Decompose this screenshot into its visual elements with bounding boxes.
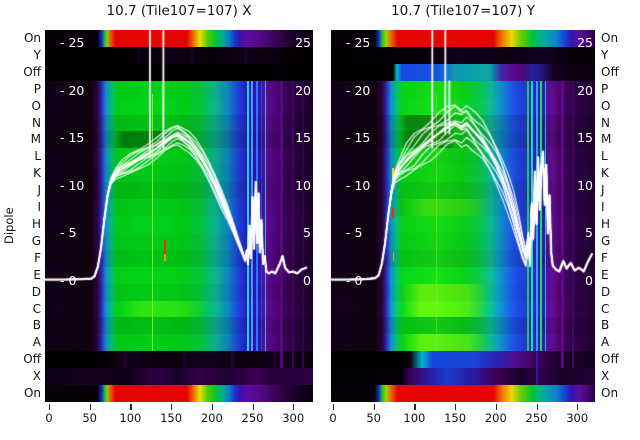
dipole-label-right-21: On	[601, 386, 619, 401]
x-tick-label: 300	[282, 411, 305, 425]
x-tick-label: 250	[525, 411, 548, 425]
x-tick-label: 0	[329, 411, 337, 425]
chart-title-x: 10.7 (Tile107=107) X	[106, 3, 252, 19]
dipole-label-right-3: P	[601, 81, 609, 96]
dipole-label-left-5: N	[32, 115, 41, 130]
x-tick	[333, 404, 335, 410]
dipole-label-right-8: K	[601, 166, 609, 181]
x-tick	[252, 404, 254, 410]
dipole-label-left-10: I	[37, 200, 41, 215]
x-tick	[293, 404, 295, 410]
dipole-label-left-9: J	[37, 183, 41, 198]
x-tick-label: 50	[366, 411, 381, 425]
dipole-label-right-13: F	[601, 250, 608, 265]
dipole-label-left-15: D	[31, 284, 41, 299]
dipole-label-left-8: K	[33, 166, 41, 181]
dipole-label-left-20: X	[32, 369, 41, 384]
profile-curve-canvas-y	[331, 30, 595, 402]
dipole-label-left-7: L	[34, 149, 41, 164]
dipole-label-right-20: X	[601, 369, 610, 384]
dipole-label-left-19: Off	[23, 352, 41, 367]
dipole-label-right-6: M	[601, 132, 612, 147]
x-tick	[373, 404, 375, 410]
profile-curve-canvas-x	[45, 30, 313, 402]
dipole-label-right-5: N	[601, 115, 610, 130]
dipole-label-right-18: A	[601, 335, 610, 350]
chart-title-y: 10.7 (Tile107=107) Y	[391, 3, 535, 19]
dipole-label-right-15: D	[601, 284, 611, 299]
dipole-label-right-10: I	[601, 200, 605, 215]
dipole-label-right-4: O	[601, 98, 611, 113]
dipole-label-right-1: Y	[601, 47, 609, 62]
dipole-label-right-12: G	[601, 233, 611, 248]
dipole-label-right-7: L	[601, 149, 608, 164]
heatmap-panel-y: - 2525- 2020- 1515- 1010- 55- 00	[331, 30, 595, 402]
x-tick-label: 100	[403, 411, 426, 425]
x-tick-label: 50	[82, 411, 97, 425]
x-tick-label: 300	[566, 411, 589, 425]
dipole-label-left-3: P	[33, 81, 41, 96]
dipole-label-left-11: H	[31, 216, 41, 231]
x-tick	[171, 404, 173, 410]
x-tick-label: 150	[160, 411, 183, 425]
dipole-label-right-2: Off	[601, 64, 619, 79]
dipole-label-left-12: G	[31, 233, 41, 248]
x-tick	[49, 404, 51, 410]
dipole-label-left-16: C	[32, 301, 41, 316]
x-tick	[455, 404, 457, 410]
dipole-label-left-21: On	[23, 386, 41, 401]
x-tick	[211, 404, 213, 410]
dipole-label-right-16: C	[601, 301, 610, 316]
dipole-label-right-9: J	[601, 183, 605, 198]
x-tick	[536, 404, 538, 410]
dipole-label-left-18: A	[32, 335, 41, 350]
x-tick	[130, 404, 132, 410]
dipole-label-left-0: On	[23, 30, 41, 45]
x-tick-label: 100	[119, 411, 142, 425]
x-tick-label: 150	[444, 411, 467, 425]
x-tick	[577, 404, 579, 410]
x-tick-label: 0	[45, 411, 53, 425]
dipole-label-left-14: E	[33, 267, 41, 282]
dipole-label-right-19: Off	[601, 352, 619, 367]
dipole-label-left-17: B	[32, 318, 41, 333]
x-tick	[89, 404, 91, 410]
heatmap-panel-x: - 2525- 2020- 1515- 1010- 55- 00	[45, 30, 313, 402]
dipole-label-left-1: Y	[33, 47, 41, 62]
dipole-label-left-13: F	[34, 250, 41, 265]
dipole-label-left-6: M	[30, 132, 41, 147]
dipole-label-right-14: E	[601, 267, 609, 282]
dipole-label-left-4: O	[31, 98, 41, 113]
x-tick-label: 200	[200, 411, 223, 425]
x-tick-label: 200	[484, 411, 507, 425]
x-tick	[414, 404, 416, 410]
dipole-label-left-2: Off	[23, 64, 41, 79]
dipole-label-right-17: B	[601, 318, 610, 333]
dipole-label-right-11: H	[601, 216, 611, 231]
x-tick-label: 250	[241, 411, 264, 425]
x-tick	[495, 404, 497, 410]
dipole-label-right-0: On	[601, 30, 619, 45]
